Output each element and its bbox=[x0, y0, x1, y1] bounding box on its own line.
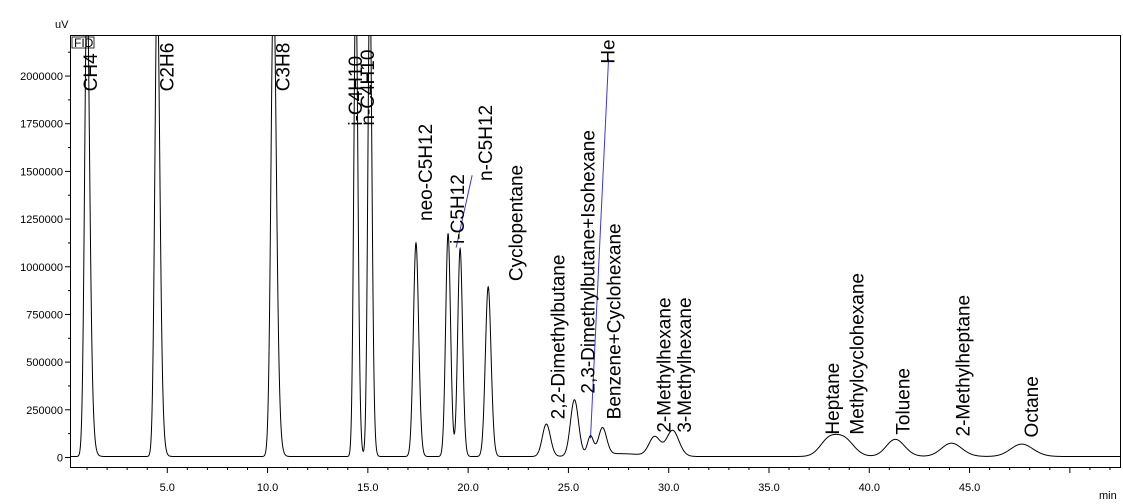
peak-label: n-C4H10 bbox=[358, 50, 379, 126]
y-tick-label: 1250000 bbox=[20, 214, 63, 226]
peak-label: i-C5H12 bbox=[448, 174, 469, 244]
x-tick-label: 15.0 bbox=[357, 482, 378, 494]
peak-label: Methylcyclohexane bbox=[847, 273, 868, 435]
peak-label-leaders bbox=[455, 58, 610, 439]
peak-label: i-C4H10 bbox=[346, 56, 367, 126]
detector-tag-box bbox=[71, 36, 95, 49]
x-tick-label: 25.0 bbox=[558, 482, 579, 494]
y-unit-label: uV bbox=[55, 19, 69, 31]
peak-label: Benzene+Cyclohexane bbox=[605, 223, 626, 419]
peak-label: 3-Methylhexane bbox=[675, 297, 696, 432]
y-tick-label: 750000 bbox=[26, 309, 63, 321]
peak-label: Octane bbox=[1022, 376, 1043, 437]
peak-label: C2H6 bbox=[157, 43, 178, 92]
plot-frame bbox=[70, 35, 1121, 468]
peak-label: He bbox=[599, 39, 620, 63]
peak-label: Toluene bbox=[893, 368, 914, 435]
label-leader-line bbox=[589, 58, 610, 439]
y-tick-label: 500000 bbox=[26, 357, 63, 369]
peak-label: CH4 bbox=[81, 53, 102, 91]
y-tick-label: 1750000 bbox=[20, 119, 63, 131]
x-tick-label: 10.0 bbox=[257, 482, 278, 494]
y-tick-label: 0 bbox=[57, 452, 63, 464]
y-tick-label: 1500000 bbox=[20, 166, 63, 178]
peak-label: C3H8 bbox=[274, 43, 295, 92]
y-tick-label: 250000 bbox=[26, 405, 63, 417]
peak-label: 2,3-Dimethylbutane+Isohexane bbox=[578, 130, 599, 394]
chromatogram-trace bbox=[71, 36, 1120, 458]
y-tick-label: 1000000 bbox=[20, 262, 63, 274]
peak-label: 2,2-Dimethylbutane bbox=[548, 255, 569, 420]
detector-tag: FID bbox=[74, 36, 94, 50]
y-tick-label: 2000000 bbox=[20, 71, 63, 83]
peak-label: n-C5H12 bbox=[476, 105, 497, 181]
x-axis: 5.0 10.0 15.0 20.0 25.0 30.0 35.0 40.0 45.0 bbox=[86, 467, 1111, 494]
x-tick-label: 20.0 bbox=[457, 482, 478, 494]
x-tick-label: 45.0 bbox=[959, 482, 980, 494]
x-tick-label: 30.0 bbox=[658, 482, 679, 494]
x-tick-label: 35.0 bbox=[758, 482, 779, 494]
x-unit-label: min bbox=[1099, 490, 1117, 502]
y-axis: 0 250000 500000 750000 1000000 1250000 1500000… bbox=[20, 51, 71, 464]
x-tick-label: 40.0 bbox=[859, 482, 880, 494]
x-tick-label: 5.0 bbox=[160, 482, 175, 494]
peak-label: Heptane bbox=[823, 363, 844, 435]
peak-label: Cyclopentane bbox=[506, 165, 527, 281]
peak-label: 2-Methylhexane bbox=[655, 297, 676, 432]
peak-label: neo-C5H12 bbox=[416, 124, 437, 221]
peak-label: 2-Methylheptane bbox=[954, 295, 975, 437]
label-leader-line bbox=[455, 175, 473, 248]
